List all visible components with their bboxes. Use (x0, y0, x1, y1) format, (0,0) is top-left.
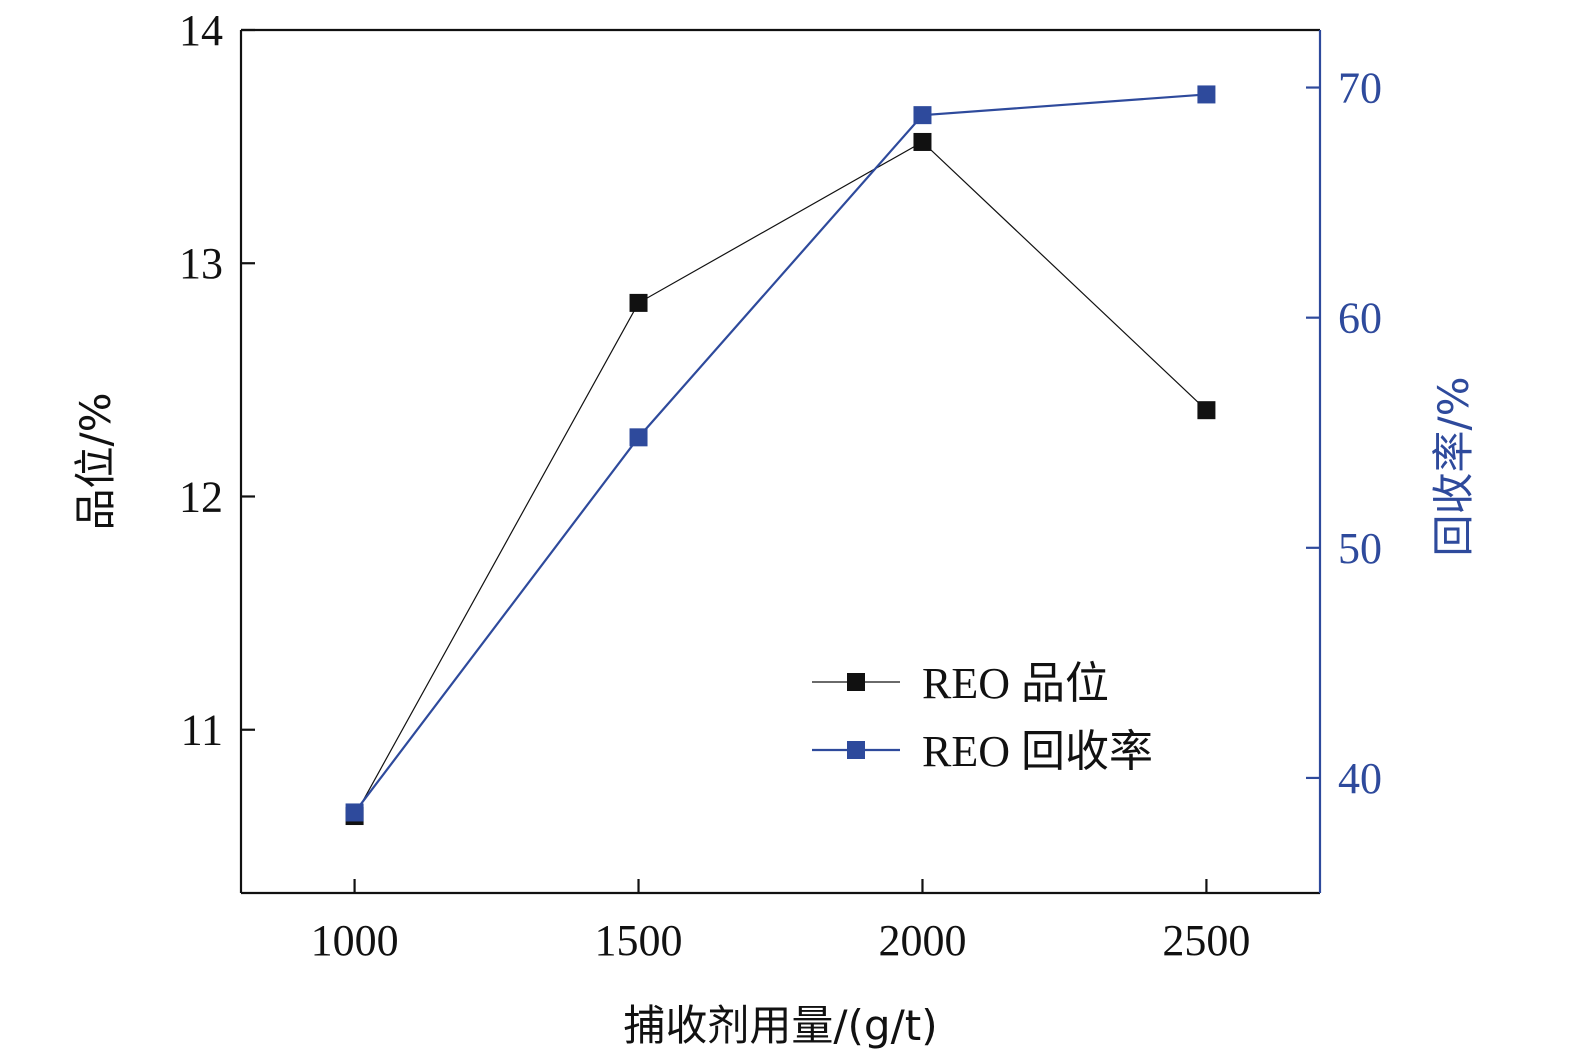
reo-grade-point (913, 132, 932, 151)
legend-marker-reo-grade (847, 673, 865, 691)
y-left-axis-title: 品位/% (71, 392, 120, 530)
y-right-tick-label: 40 (1338, 754, 1382, 803)
y-left-tick-label: 11 (181, 706, 223, 755)
y-left-tick-label: 13 (179, 239, 223, 288)
x-tick-label: 2000 (878, 916, 966, 965)
reo-recovery-point (629, 428, 648, 447)
reo-grade-point (629, 293, 648, 312)
reo-recovery-point (345, 803, 364, 822)
reo-recovery-line (353, 93, 1207, 814)
x-tick-label: 2500 (1162, 916, 1250, 965)
y-left-tick-label: 12 (179, 472, 223, 521)
y-right-tick-label: 60 (1338, 294, 1382, 343)
x-axis-title: 捕收剂用量/(g/t) (623, 1001, 937, 1050)
legend-label-reo-grade: REO 品位 (922, 659, 1109, 708)
reo-grade-point (1197, 401, 1216, 420)
reo-grade-line (354, 141, 1207, 817)
legend-label-reo-recovery: REO 回收率 (922, 727, 1153, 776)
x-tick-label: 1000 (311, 916, 399, 965)
legend-marker-reo-recovery (847, 741, 865, 759)
y-right-tick-label: 70 (1338, 64, 1382, 113)
y-left-tick-label: 14 (179, 6, 223, 55)
reo-recovery-point (1197, 85, 1216, 104)
series-layer (345, 85, 1216, 826)
y-right-tick-label: 50 (1338, 524, 1382, 573)
x-tick-label: 1500 (595, 916, 683, 965)
y-right-axis-title: 回收率/% (1429, 376, 1478, 556)
reo-recovery-point (913, 106, 932, 125)
legend: REO 品位 REO 回收率 (812, 659, 1153, 776)
axes: 11 12 13 14 40 50 60 70 1000 1500 2000 2500 捕收剂用量/(g… (71, 6, 1478, 1050)
